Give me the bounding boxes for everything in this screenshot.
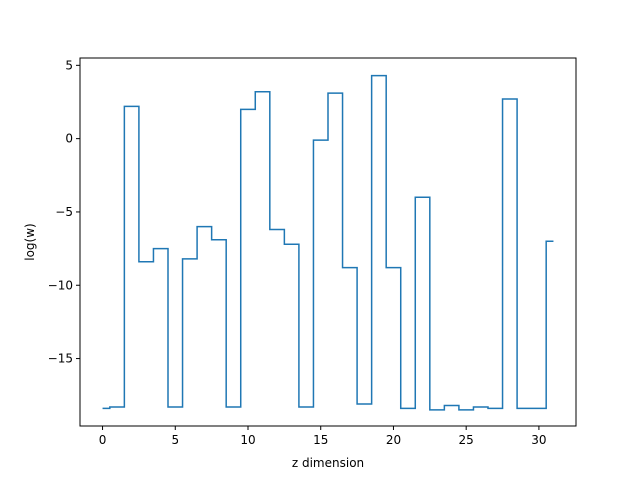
- x-axis-ticks: 0 5 10 15 20 25 30: [99, 426, 547, 447]
- y-tick-label: 0: [65, 132, 73, 146]
- x-tick-label: 5: [171, 433, 179, 447]
- y-tick-label: 5: [65, 58, 73, 72]
- y-axis-label: log(w): [23, 223, 37, 260]
- x-tick-label: 20: [386, 433, 401, 447]
- x-tick-label: 30: [531, 433, 546, 447]
- x-tick-label: 25: [459, 433, 474, 447]
- y-axis-ticks: 5 0 −5 −10 −15: [48, 58, 80, 366]
- y-tick-label: −15: [48, 352, 73, 366]
- x-tick-label: 0: [99, 433, 107, 447]
- x-tick-label: 15: [313, 433, 328, 447]
- plot-area: [102, 74, 554, 411]
- x-axis-label: z dimension: [292, 456, 364, 470]
- y-tick-label: −10: [48, 278, 73, 292]
- series-step-line: [102, 74, 554, 411]
- axes-frame: [79, 57, 577, 427]
- y-tick-label: −5: [55, 205, 73, 219]
- x-tick-label: 10: [240, 433, 255, 447]
